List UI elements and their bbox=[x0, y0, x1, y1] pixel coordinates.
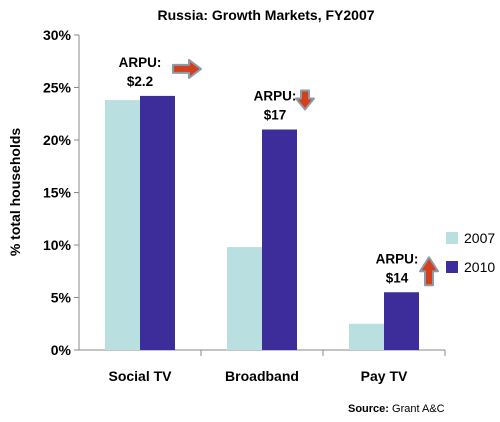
arpu-label: ARPU: bbox=[376, 251, 419, 266]
arpu-value: $17 bbox=[264, 108, 287, 123]
bar-2010-broadband bbox=[262, 129, 297, 350]
y-tick-label: 5% bbox=[51, 290, 72, 306]
x-tick-label: Pay TV bbox=[361, 368, 408, 384]
bar-2010-social-tv bbox=[140, 95, 175, 351]
arrow-down-icon bbox=[295, 89, 315, 111]
chart-title: Russia: Growth Markets, FY2007 bbox=[157, 7, 374, 23]
y-tick-label: 15% bbox=[43, 185, 72, 201]
legend-swatch-2010 bbox=[446, 261, 458, 273]
arpu-label: ARPU: bbox=[119, 55, 162, 70]
arrow-right-icon bbox=[172, 58, 202, 79]
y-tick-label: 0% bbox=[51, 342, 72, 358]
y-tick-label: 25% bbox=[43, 80, 72, 96]
bar-2007-pay-tv bbox=[349, 323, 384, 350]
y-tick-label: 30% bbox=[43, 27, 72, 43]
arpu-label: ARPU: bbox=[254, 89, 297, 104]
x-tick-label: Social TV bbox=[108, 368, 172, 384]
bar-2010-pay-tv bbox=[384, 292, 419, 350]
arpu-value: $2.2 bbox=[127, 74, 153, 89]
legend-label-2010: 2010 bbox=[464, 259, 495, 275]
source-note: Source: Grant A&C bbox=[348, 403, 445, 415]
source-label: Source: bbox=[348, 403, 389, 415]
bar-2007-social-tv bbox=[105, 100, 140, 350]
arpu-value: $14 bbox=[386, 270, 409, 285]
bar-2007-broadband bbox=[227, 247, 262, 350]
y-axis-label: % total households bbox=[7, 128, 23, 257]
source-text: Grant A&C bbox=[392, 403, 445, 415]
legend-swatch-2007 bbox=[446, 232, 458, 244]
y-tick-label: 10% bbox=[43, 237, 72, 253]
x-tick-label: Broadband bbox=[225, 368, 299, 384]
arrow-up-icon bbox=[419, 256, 439, 287]
legend-label-2007: 2007 bbox=[464, 230, 495, 246]
plot-area: 0% 5% 10% 15% 20% 25% 30% Social TV Broadband Pay… bbox=[43, 27, 495, 384]
y-tick-label: 20% bbox=[43, 132, 72, 148]
